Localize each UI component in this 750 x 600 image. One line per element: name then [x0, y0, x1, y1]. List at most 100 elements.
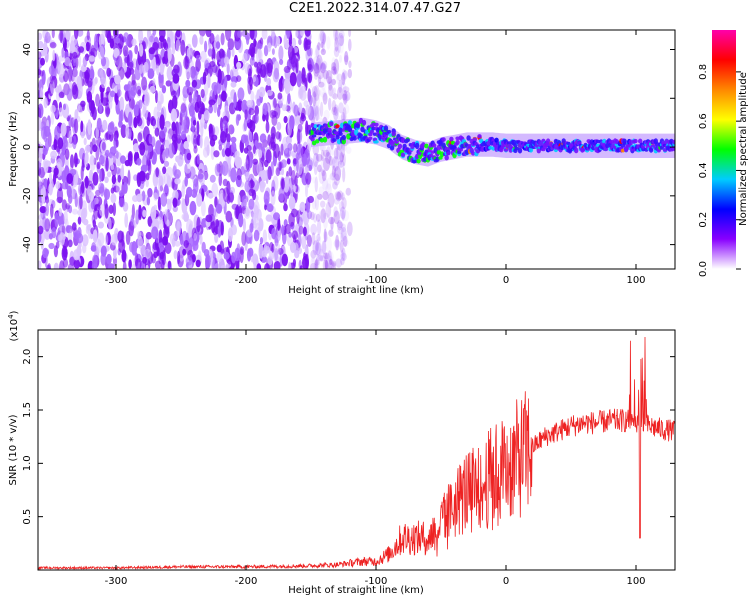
colorbar-tick-label: 0.2	[698, 212, 709, 228]
signal-dot	[603, 147, 608, 152]
noise-dot	[158, 229, 163, 245]
noise-dot	[80, 165, 84, 181]
noise-dot	[320, 41, 324, 49]
noise-dot	[234, 206, 240, 219]
noise-dot	[329, 258, 333, 265]
noise-dot	[94, 33, 99, 49]
noise-dot	[313, 106, 321, 121]
noise-dot	[104, 203, 109, 219]
noise-dot	[185, 186, 193, 198]
noise-dot	[203, 109, 210, 121]
noise-dot	[127, 80, 132, 95]
noise-dot	[215, 219, 220, 228]
noise-dot	[38, 89, 41, 99]
signal-dot	[457, 150, 462, 155]
noise-dot	[253, 229, 260, 242]
noise-dot	[296, 210, 300, 224]
noise-dot	[207, 48, 213, 57]
noise-dot	[198, 110, 202, 120]
signal-dot	[424, 143, 429, 149]
noise-dot	[211, 182, 219, 198]
noise-dot	[243, 134, 249, 143]
noise-dot	[339, 150, 343, 166]
noise-dot	[220, 117, 224, 132]
noise-dot	[95, 93, 100, 107]
signal-dot	[346, 133, 351, 140]
noise-dot	[117, 230, 124, 243]
noise-dot	[183, 55, 190, 70]
noise-dot	[104, 187, 108, 201]
noise-dot	[281, 178, 285, 190]
noise-dot	[287, 45, 295, 61]
noise-dot	[328, 155, 333, 166]
noise-dot	[66, 185, 72, 199]
noise-dot	[136, 193, 143, 203]
noise-dot	[282, 136, 289, 149]
noise-dot	[216, 50, 222, 63]
noise-dot	[290, 170, 296, 186]
noise-dot	[108, 98, 113, 110]
noise-dot	[59, 260, 65, 269]
noise-dot	[56, 196, 63, 204]
noise-dot	[96, 117, 102, 131]
noise-dot	[341, 68, 346, 82]
noise-dot	[186, 152, 192, 161]
noise-dot	[200, 50, 207, 63]
noise-dot	[291, 230, 299, 240]
noise-dot	[314, 259, 320, 266]
noise-dot	[40, 57, 45, 66]
noise-dot	[108, 263, 115, 269]
noise-dot	[337, 32, 345, 47]
noise-dot	[80, 65, 87, 72]
noise-dot	[295, 156, 299, 173]
noise-dot	[317, 254, 324, 262]
noise-dot	[165, 80, 172, 87]
noise-dot	[261, 30, 268, 40]
noise-dot	[226, 180, 231, 196]
noise-dot	[138, 212, 142, 221]
noise-dot	[67, 66, 73, 82]
noise-dot	[135, 209, 140, 225]
noise-dot	[113, 126, 119, 142]
noise-dot	[113, 256, 117, 267]
noise-dot	[196, 193, 203, 207]
noise-dot	[314, 176, 318, 193]
noise-dot	[125, 38, 129, 47]
signal-dot	[648, 147, 654, 153]
noise-dot	[278, 45, 284, 61]
noise-dot	[226, 194, 231, 204]
noise-dot	[208, 124, 216, 138]
noise-dot	[231, 48, 235, 57]
noise-dot	[147, 68, 155, 79]
noise-dot	[99, 155, 105, 165]
noise-dot	[104, 149, 110, 157]
noise-dot	[220, 32, 225, 46]
signal-dot	[332, 138, 337, 142]
noise-dot	[339, 35, 344, 47]
noise-dot	[342, 70, 348, 80]
signal-dot	[441, 137, 446, 142]
noise-dot	[278, 186, 286, 202]
noise-dot	[334, 37, 339, 52]
noise-dot	[305, 104, 311, 116]
noise-dot	[315, 44, 320, 59]
noise-dot	[335, 191, 342, 202]
signal-dot	[517, 147, 523, 154]
noise-dot	[193, 232, 197, 241]
noise-dot	[338, 147, 344, 162]
noise-dot	[142, 209, 147, 218]
noise-dot	[96, 239, 102, 254]
noise-dot	[100, 87, 104, 104]
noise-dot	[133, 116, 138, 129]
noise-dot	[267, 42, 272, 52]
noise-dot	[316, 89, 322, 96]
noise-dot	[330, 66, 337, 75]
noise-dot	[341, 210, 346, 221]
noise-dot	[321, 38, 325, 53]
noise-dot	[147, 145, 153, 153]
noise-dot	[48, 65, 55, 76]
noise-dot	[313, 261, 318, 269]
noise-dot	[183, 212, 190, 222]
noise-dot	[236, 261, 240, 269]
